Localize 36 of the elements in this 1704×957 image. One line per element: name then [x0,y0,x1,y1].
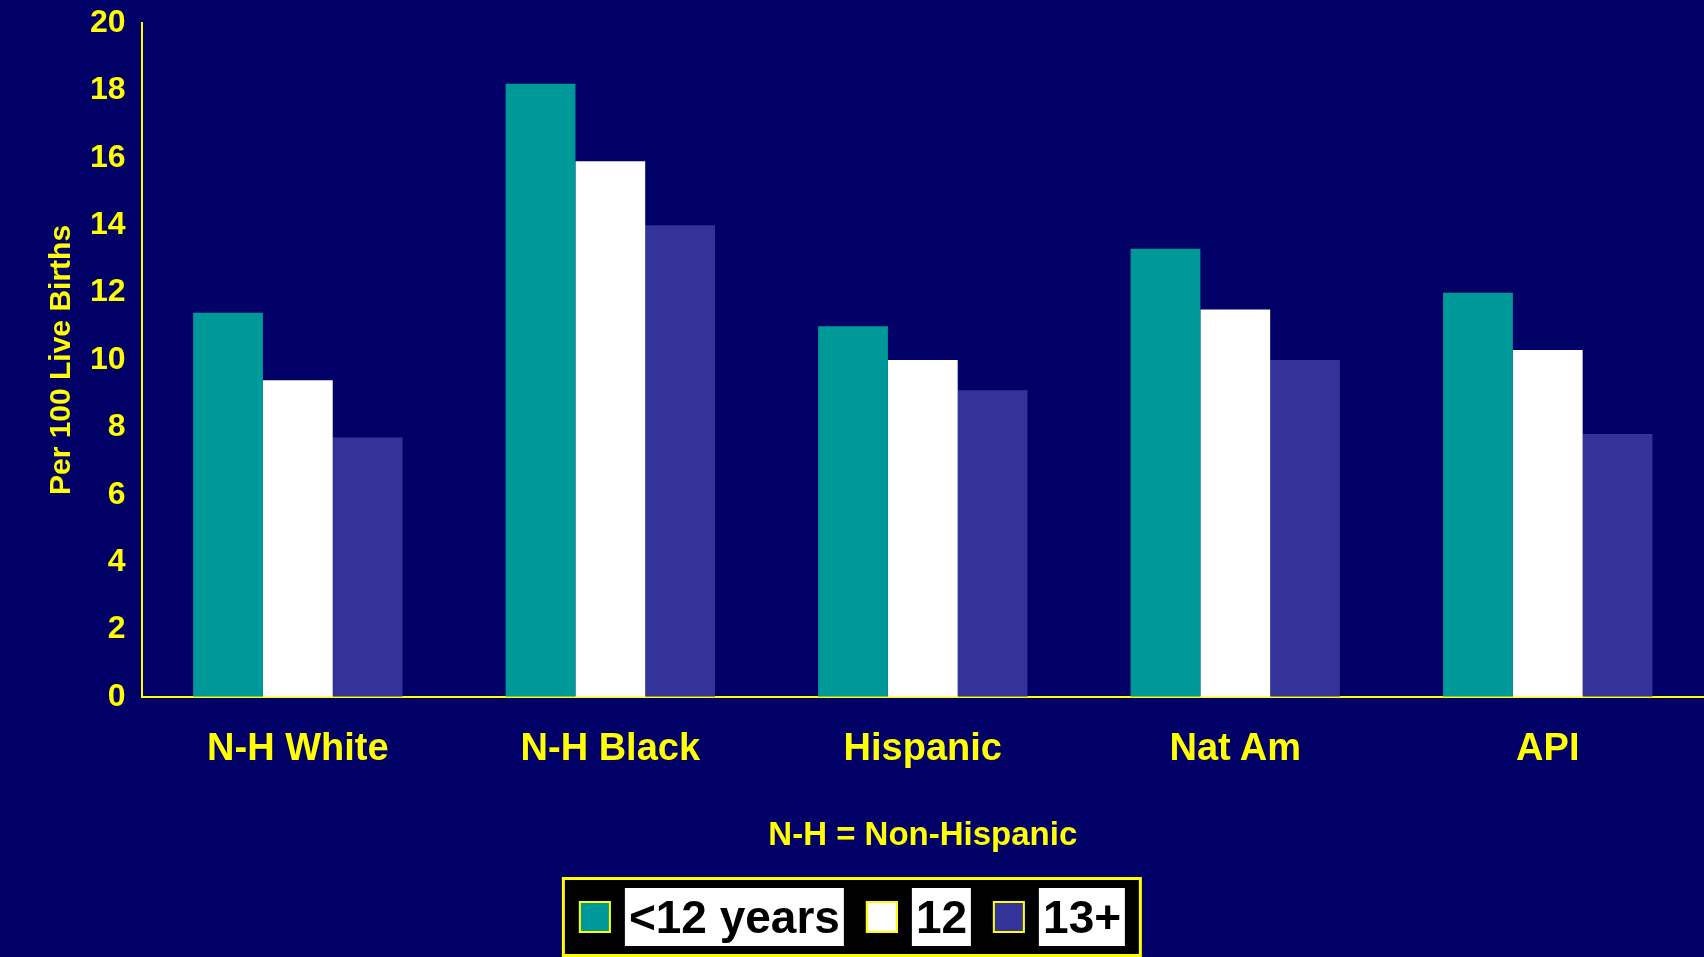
legend-label: 12 [911,888,972,946]
bar [505,83,576,697]
y-tick-label: 14 [90,205,126,242]
y-tick-label: 2 [107,609,126,646]
bar [575,161,646,697]
bar [1443,292,1513,697]
bar [818,326,888,697]
bar [193,312,263,697]
y-axis-title: Per 100 Live Births [43,224,77,496]
x-tick-label: Hispanic [843,726,1002,769]
y-tick-label: 16 [90,137,126,174]
y-tick-label: 0 [107,676,126,713]
bar [957,390,1028,697]
x-tick-label: Nat Am [1169,726,1302,769]
x-tick-label: API [1516,726,1580,769]
bar [332,437,403,697]
y-tick-label: 10 [90,339,126,376]
bar [1130,248,1201,697]
y-tick-label: 4 [107,541,126,578]
y-tick-label: 8 [107,407,126,444]
bar [1200,309,1271,697]
bar [887,360,958,697]
bar [645,225,715,697]
legend-label: <12 years [624,888,844,946]
legend-label: 13+ [1039,888,1126,946]
x-axis-title: N-H = Non-Hispanic [768,815,1078,853]
x-tick-label: N-H White [207,726,389,769]
x-tick-label: N-H Black [520,726,701,769]
bar [1582,434,1653,697]
y-tick-label: 6 [107,474,126,511]
y-tick-label: 20 [90,3,126,40]
bar [1512,349,1583,697]
bar [262,380,333,697]
bar [1270,360,1340,697]
y-tick-label: 18 [90,70,126,107]
y-tick-label: 12 [90,272,126,309]
